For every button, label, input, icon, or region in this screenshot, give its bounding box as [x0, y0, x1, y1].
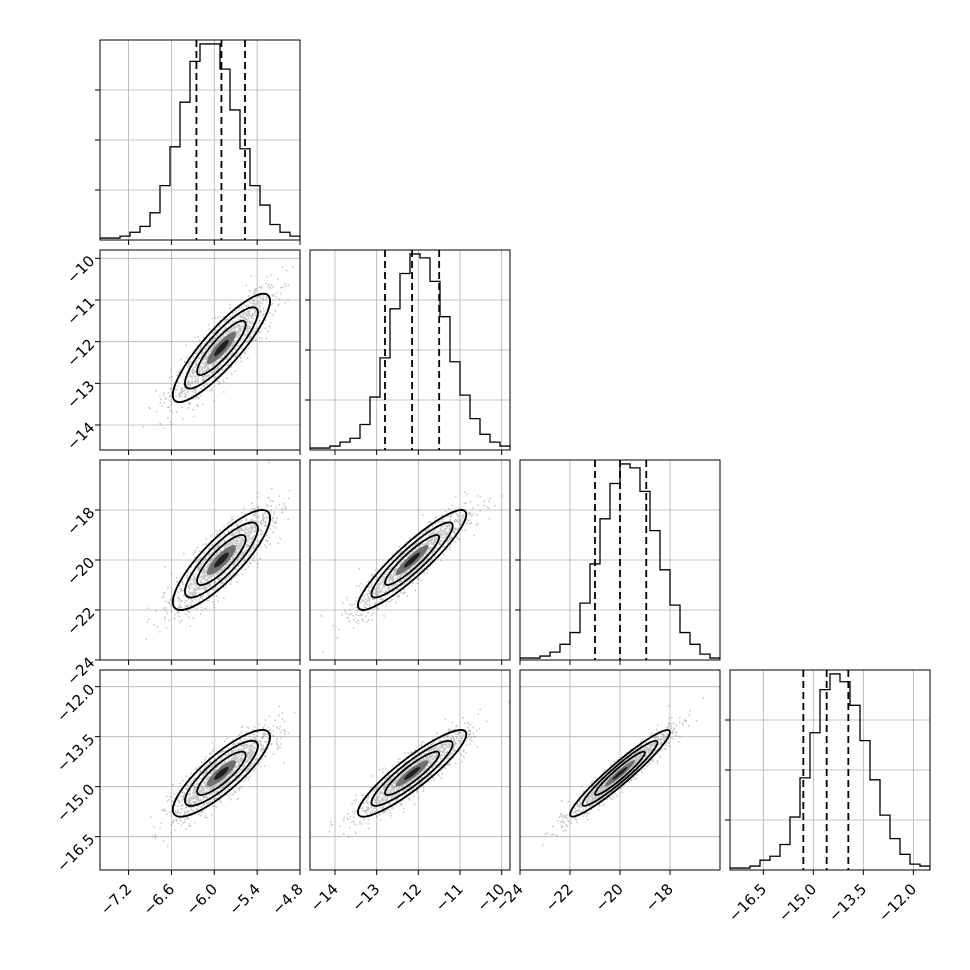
y-tick-label: −12 [63, 335, 98, 370]
panel-frame [99, 459, 301, 661]
x-tick-label: −13.5 [825, 880, 870, 925]
panel-frame [519, 669, 721, 871]
panel-content [100, 40, 300, 240]
contour-level-2 [594, 750, 646, 796]
panel-frame [309, 249, 511, 451]
panel-content [310, 460, 510, 660]
contour-level-2 [196, 534, 247, 586]
panel-content [100, 670, 300, 870]
y-tick-label: −11 [63, 294, 98, 329]
panel-content [520, 670, 720, 870]
y-tick-label: −14 [63, 419, 98, 454]
panel-frame [519, 459, 721, 661]
contour-level-2 [196, 319, 247, 376]
panel-frame [309, 669, 511, 871]
contour-level-0 [569, 729, 671, 818]
panel-frame [309, 459, 511, 661]
y-tick-label: −13.5 [53, 730, 98, 775]
scatter-panel-2-1 [309, 459, 511, 665]
x-tick-label: −7.2 [97, 880, 135, 918]
panel-content [520, 460, 720, 660]
contour-level-2 [196, 750, 247, 796]
scatter-panel-3-0: −16.5−15.0−13.5−12.0−7.2 −6.6 −6.0 −5.4 −4.8 [53, 669, 307, 919]
histogram-panel-3: −16.5 −15.0 −13.5 −12.0 [725, 669, 931, 925]
contour-level-0 [171, 292, 271, 403]
panel-content [730, 670, 930, 870]
panel-content [100, 460, 300, 660]
contour-level-0 [171, 509, 271, 611]
y-tick-label: −13 [63, 377, 98, 412]
contour-level-1 [370, 739, 454, 807]
panel-frame [99, 669, 301, 871]
y-tick-label: −10 [63, 252, 98, 287]
x-tick-label: −5.4 [225, 880, 263, 918]
histogram-panel-0 [95, 39, 301, 245]
histogram-panel-2 [515, 459, 721, 665]
scatter-panel-3-1: −14 −13 −12 −11 −10 [307, 669, 511, 915]
density-core-4 [403, 552, 421, 568]
scatter-points [142, 266, 294, 429]
y-tick-label: −24 [63, 654, 98, 689]
density-core-4 [214, 552, 229, 568]
y-tick-label: −18 [63, 504, 98, 539]
contour-level-1 [184, 739, 259, 807]
x-tick-label: −18 [642, 880, 677, 915]
x-tick-label: −15.0 [775, 880, 820, 925]
contour-level-0 [357, 509, 468, 611]
y-tick-label: −15.0 [53, 780, 98, 825]
panel-content [100, 250, 300, 450]
x-tick-label: −12.0 [875, 880, 920, 925]
scatter-panel-3-2: −24 −22 −20 −18 [492, 669, 721, 915]
panel-frame [99, 249, 301, 451]
contour-level-2 [384, 750, 441, 796]
contour-level-1 [184, 521, 259, 599]
histogram-step [730, 673, 930, 870]
histogram-panel-1 [305, 249, 511, 455]
histogram-step [310, 253, 510, 450]
x-tick-label: −6.6 [140, 880, 178, 918]
x-tick-label: −16.5 [725, 880, 770, 925]
scatter-points [320, 491, 504, 653]
panel-frame [729, 669, 931, 871]
x-tick-label: −4.8 [268, 880, 306, 918]
x-tick-label: −11 [432, 880, 467, 915]
density-core-4 [612, 766, 628, 780]
x-tick-label: −22 [542, 880, 577, 915]
x-tick-label: −14 [307, 880, 342, 915]
contour-level-0 [357, 729, 468, 818]
scatter-panel-1-0: −14 −13 −12 −11 −10 [63, 249, 301, 455]
contour-level-1 [184, 306, 259, 390]
panel-frame [99, 39, 301, 241]
contour-level-1 [370, 521, 454, 599]
x-tick-label: −12 [390, 880, 425, 915]
y-tick-label: −22 [63, 604, 98, 639]
contour-level-1 [581, 739, 659, 807]
panel-content [310, 250, 510, 450]
density-core-4 [403, 766, 421, 780]
y-tick-label: −20 [63, 554, 98, 589]
histogram-step [100, 43, 300, 240]
density-core-4 [214, 339, 229, 357]
x-tick-label: −13 [348, 880, 383, 915]
x-tick-label: −20 [592, 880, 627, 915]
y-tick-label: −16.5 [53, 830, 98, 875]
scatter-panel-2-0: −24 −22 −20 −18 [63, 459, 301, 689]
contour-level-0 [171, 729, 271, 818]
panel-content [310, 670, 510, 870]
x-tick-label: −6.0 [183, 880, 221, 918]
contour-level-2 [384, 534, 441, 586]
density-core-4 [214, 766, 229, 780]
